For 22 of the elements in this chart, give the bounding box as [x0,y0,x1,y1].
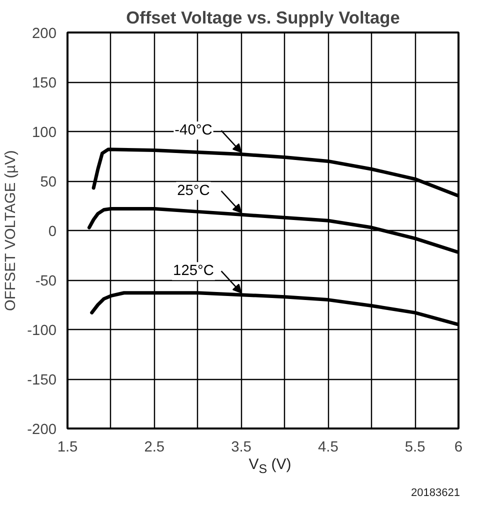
series-label: 125°C [173,263,214,280]
x-tick-label: 5.5 [404,440,426,456]
y-tick-label: 50 [40,174,57,190]
y-tick-label: -50 [35,274,57,290]
y-tick-label: -100 [27,323,57,339]
x-axis-title: V$_{S}$ (V) [248,455,292,478]
y-tick-label: 100 [32,125,57,141]
series-label: -40°C [174,122,213,139]
y-tick-label: 200 [32,26,57,42]
x-tick-label: 6 [454,440,463,456]
x-tick-label: 3.5 [231,440,252,456]
y-tick-label: 150 [32,76,57,92]
x-tick-label: 1.5 [57,440,78,456]
y-tick-label: -150 [27,372,57,388]
y-tick-label: -200 [27,422,57,438]
text: 20183621 [410,486,460,501]
x-tick-label: 2.5 [144,440,165,456]
series-label: 25°C [177,182,210,199]
y-tick-label: 0 [48,224,57,240]
x-tick-label: 4.5 [318,440,338,456]
y-axis-title: OFFSET VOLTAGE (µV) [3,150,20,311]
chart-title: Offset Voltage vs. Supply Voltage [126,8,400,28]
